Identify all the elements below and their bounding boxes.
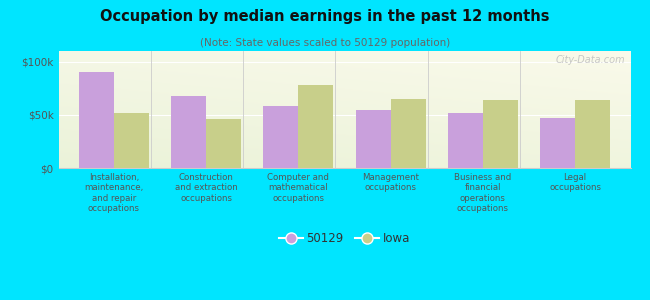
Bar <box>298 85 333 168</box>
Bar <box>540 118 575 168</box>
Text: Occupation by median earnings in the past 12 months: Occupation by median earnings in the pas… <box>100 9 550 24</box>
Legend: 50129, Iowa: 50129, Iowa <box>274 227 415 250</box>
Bar <box>483 100 518 168</box>
Bar <box>79 72 114 168</box>
Bar <box>356 110 391 168</box>
Bar <box>448 113 483 168</box>
Bar <box>171 96 206 168</box>
Text: City-Data.com: City-Data.com <box>555 55 625 64</box>
Bar <box>114 113 149 168</box>
Bar <box>263 106 298 168</box>
Bar <box>575 100 610 168</box>
Bar <box>206 119 241 168</box>
Text: (Note: State values scaled to 50129 population): (Note: State values scaled to 50129 popu… <box>200 38 450 47</box>
Bar <box>391 99 426 168</box>
